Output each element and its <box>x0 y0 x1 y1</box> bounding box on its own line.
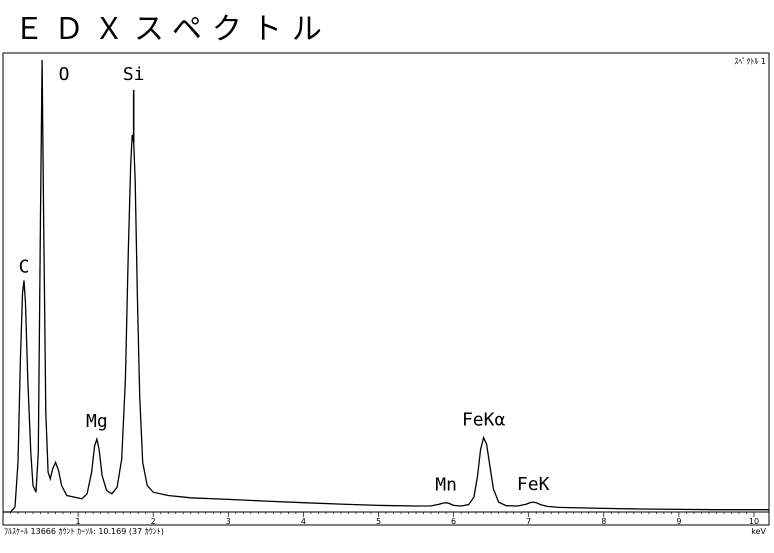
footer-status: ﾌﾙｽｹｰﾙ 13666 ｶｳﾝﾄ ｶｰｿﾙ: 10.169 (37 ｶｳﾝﾄ) <box>4 527 164 536</box>
x-tick-label: 1 <box>76 517 81 526</box>
x-tick-label: 2 <box>151 517 156 526</box>
x-tick-label: 9 <box>676 517 681 526</box>
peak-label: C <box>19 256 30 277</box>
peak-label: Mn <box>435 475 457 496</box>
peak-label: O <box>59 64 70 85</box>
x-tick-label: 5 <box>376 517 381 526</box>
peak-labels: C O Si Mg Mn FeKα FeK <box>19 64 550 496</box>
x-axis-label: keV <box>751 527 766 536</box>
plot-frame <box>2 52 770 526</box>
page-title: ＥＤＸスペクトル <box>14 12 332 47</box>
x-tick-label: 10 <box>749 517 759 526</box>
spectrum-line <box>3 59 769 513</box>
x-tick-label: 6 <box>451 517 456 526</box>
x-tick-label: 8 <box>601 517 606 526</box>
x-axis-ticks: 1 2 3 4 5 6 7 8 9 10 <box>2 512 759 526</box>
x-tick-label: 4 <box>301 517 306 526</box>
peak-label: FeK <box>517 474 550 495</box>
peak-label: Mg <box>86 411 108 432</box>
spectrum-label: ｽﾍﾟｸﾄﾙ 1 <box>734 57 766 66</box>
x-tick-label: 7 <box>526 517 531 526</box>
peak-label: FeKα <box>462 410 506 431</box>
peak-label: Si <box>123 64 145 85</box>
x-tick-label: 3 <box>226 517 231 526</box>
